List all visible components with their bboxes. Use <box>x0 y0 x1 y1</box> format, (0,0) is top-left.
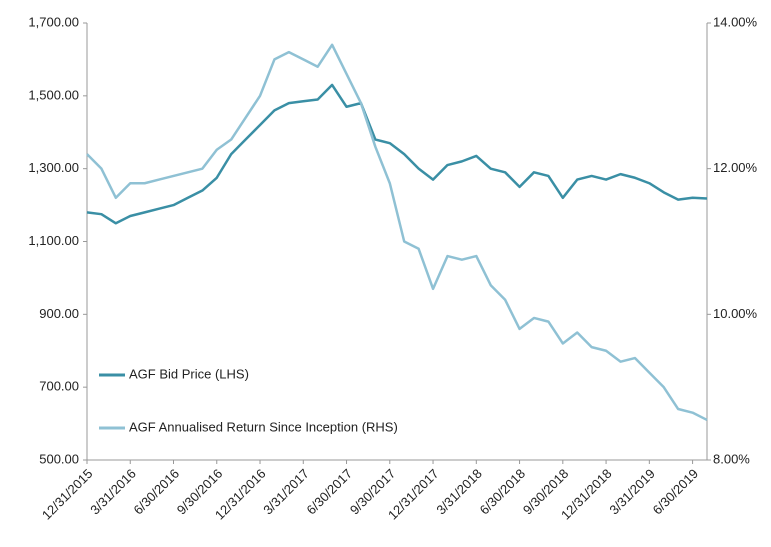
line-series <box>86 43 708 422</box>
line-series <box>86 83 708 225</box>
x-tick-label: 3/31/2019 <box>606 466 658 518</box>
y2-tick-label: 14.00% <box>713 14 758 29</box>
legend-label: AGF Annualised Return Since Inception (R… <box>129 419 398 434</box>
y-tick-label: 500.00 <box>39 451 79 466</box>
x-tick-label: 6/30/2018 <box>477 466 529 518</box>
y2-tick-label: 8.00% <box>713 451 750 466</box>
y-tick-label: 1,100.00 <box>28 233 79 248</box>
x-tick-label: 6/30/2017 <box>304 466 356 518</box>
y-tick-label: 900.00 <box>39 306 79 321</box>
x-tick-label: 3/31/2017 <box>260 466 312 518</box>
legend-label: AGF Bid Price (LHS) <box>129 366 249 381</box>
y2-tick-label: 10.00% <box>713 306 758 321</box>
y-tick-label: 700.00 <box>39 379 79 394</box>
y-tick-label: 1,300.00 <box>28 160 79 175</box>
x-tick-label: 6/30/2019 <box>650 466 702 518</box>
y2-tick-label: 12.00% <box>713 160 758 175</box>
y-tick-label: 1,700.00 <box>28 14 79 29</box>
x-tick-label: 3/31/2018 <box>433 466 485 518</box>
x-tick-label: 3/31/2016 <box>87 466 139 518</box>
y-tick-label: 1,500.00 <box>28 87 79 102</box>
x-tick-label: 12/31/2015 <box>39 466 96 523</box>
x-tick-label: 6/30/2016 <box>131 466 183 518</box>
